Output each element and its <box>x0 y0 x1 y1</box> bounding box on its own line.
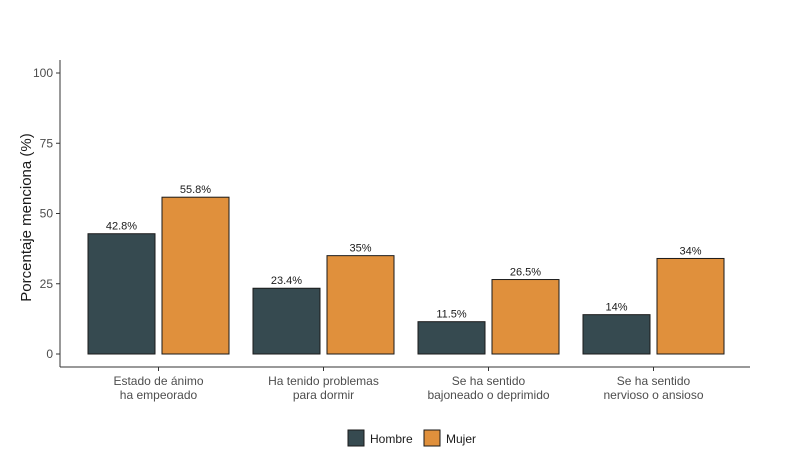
legend-swatch-mujer <box>423 429 441 447</box>
y-tick-label: 100 <box>33 66 53 80</box>
bar-mujer-3 <box>656 257 725 355</box>
bars-group <box>87 196 725 355</box>
y-axis-title: Porcentaje menciona (%) <box>18 133 35 301</box>
bar-hombre-0 <box>87 233 156 355</box>
y-tick-label: 50 <box>40 207 54 221</box>
bar-mujer-1 <box>326 255 395 355</box>
x-tick-label-3: Se ha sentido nervioso o ansioso <box>603 374 703 402</box>
bar-hombre-2 <box>417 321 486 355</box>
data-label-mujer-0: 55.8% <box>180 184 211 196</box>
data-label-hombre-3: 14% <box>605 302 627 314</box>
bar-hombre-3 <box>582 314 651 355</box>
legend-label-hombre: Hombre <box>370 432 413 446</box>
legend-label-mujer: Mujer <box>446 432 476 446</box>
x-tick-label-0: Estado de ánimo ha empeorado <box>113 374 203 402</box>
labels-group: 42.8% 55.8% Estado de ánimo ha empeorado 23.… <box>106 184 704 402</box>
x-tick-label-1: Ha tenido problemas para dormir <box>268 374 379 402</box>
bar-hombre-1 <box>252 287 321 355</box>
y-tick-label: 25 <box>40 277 54 291</box>
data-label-hombre-1: 23.4% <box>271 275 302 287</box>
y-tick-label: 0 <box>46 347 53 361</box>
y-tick-label: 75 <box>40 136 54 150</box>
data-label-hombre-2: 11.5% <box>436 309 467 321</box>
x-tick-label-2: Se ha sentido bajoneado o deprimido <box>427 374 549 402</box>
data-label-mujer-1: 35% <box>349 243 371 255</box>
legend-swatch-hombre <box>347 429 365 447</box>
data-label-mujer-2: 26.5% <box>510 267 541 279</box>
bar-mujer-0 <box>161 196 230 355</box>
axes: 0 25 50 75 100 Porcentaje menciona (%) <box>18 60 750 371</box>
data-label-hombre-0: 42.8% <box>106 221 137 233</box>
legend: Hombre Mujer <box>347 429 476 447</box>
data-label-mujer-3: 34% <box>679 245 701 257</box>
bar-mujer-2 <box>491 279 560 355</box>
